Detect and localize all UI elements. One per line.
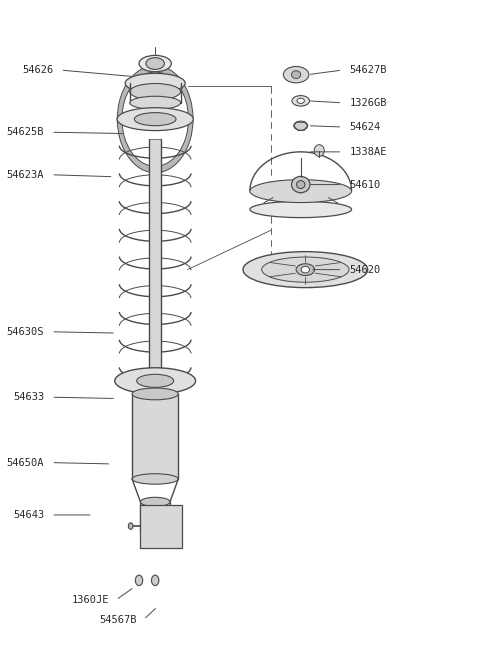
Ellipse shape: [146, 522, 152, 530]
Text: 54620: 54620: [349, 265, 381, 275]
Text: 1326GB: 1326GB: [349, 98, 387, 108]
Text: 54643: 54643: [13, 510, 44, 520]
Text: 54626: 54626: [22, 65, 54, 75]
Ellipse shape: [291, 176, 310, 193]
Text: 54630S: 54630S: [7, 327, 44, 337]
Bar: [140, 505, 181, 548]
Text: 54627B: 54627B: [349, 65, 387, 75]
Ellipse shape: [297, 98, 304, 103]
Ellipse shape: [301, 266, 310, 273]
Ellipse shape: [250, 179, 351, 202]
Wedge shape: [117, 66, 193, 173]
Ellipse shape: [137, 374, 174, 388]
Ellipse shape: [140, 497, 170, 507]
Ellipse shape: [152, 575, 159, 585]
Ellipse shape: [294, 121, 308, 130]
Ellipse shape: [250, 201, 351, 217]
Ellipse shape: [115, 368, 196, 394]
Text: 1360JE: 1360JE: [72, 595, 109, 605]
Text: 54623A: 54623A: [7, 170, 44, 180]
Ellipse shape: [262, 257, 349, 283]
Ellipse shape: [130, 97, 180, 109]
Text: 54567B: 54567B: [99, 615, 137, 625]
Ellipse shape: [135, 575, 143, 585]
Ellipse shape: [297, 181, 305, 189]
Ellipse shape: [132, 388, 178, 400]
Ellipse shape: [128, 523, 133, 530]
Text: 54650A: 54650A: [7, 458, 44, 468]
Text: 54625B: 54625B: [7, 127, 44, 137]
Text: 54633: 54633: [13, 392, 44, 402]
Ellipse shape: [314, 145, 324, 156]
Ellipse shape: [125, 74, 185, 93]
Text: 1338AE: 1338AE: [349, 147, 387, 157]
Bar: [140, 502, 170, 532]
Ellipse shape: [134, 112, 176, 125]
Bar: [149, 139, 161, 453]
Ellipse shape: [117, 108, 193, 131]
Text: 54610: 54610: [349, 179, 381, 190]
Text: 54624: 54624: [349, 122, 381, 132]
Ellipse shape: [283, 66, 309, 83]
Ellipse shape: [291, 71, 301, 79]
Ellipse shape: [132, 474, 178, 484]
Ellipse shape: [243, 252, 368, 288]
Ellipse shape: [139, 55, 171, 72]
Ellipse shape: [169, 522, 175, 530]
Ellipse shape: [146, 58, 165, 70]
Ellipse shape: [292, 96, 310, 106]
Ellipse shape: [296, 263, 314, 275]
Bar: [132, 394, 178, 479]
Ellipse shape: [130, 83, 180, 100]
